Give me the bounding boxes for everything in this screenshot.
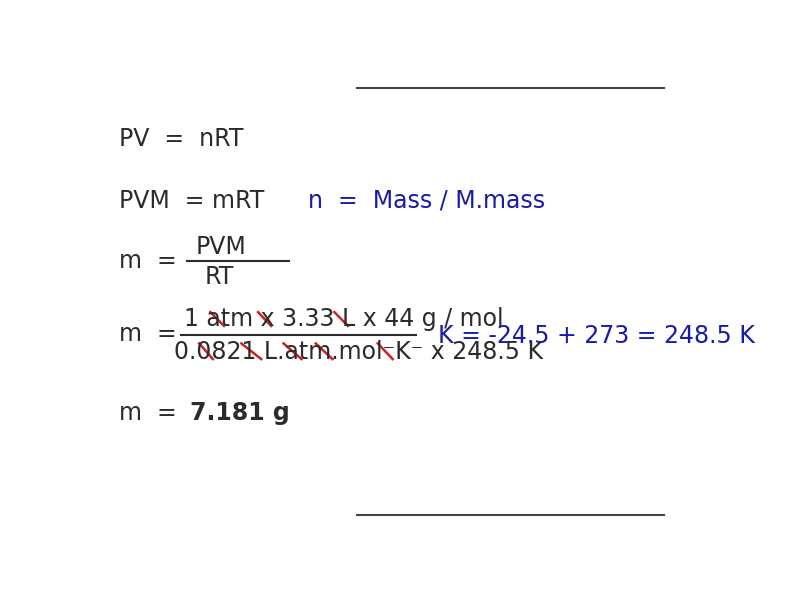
Text: 0.0821 L.atm.mol⁻K⁻ x 248.5 K: 0.0821 L.atm.mol⁻K⁻ x 248.5 K: [174, 340, 543, 364]
Text: PV  =  nRT: PV = nRT: [118, 127, 243, 151]
Text: PVM  = mRT: PVM = mRT: [118, 189, 264, 213]
Text: m  =: m =: [118, 401, 191, 425]
Text: m  =: m =: [118, 322, 176, 346]
Text: m  =: m =: [118, 249, 176, 273]
Text: 1 atm x 3.33 L x 44 g / mol: 1 atm x 3.33 L x 44 g / mol: [184, 307, 503, 331]
Text: RT: RT: [204, 265, 234, 289]
Text: K = -24.5 + 273 = 248.5 K: K = -24.5 + 273 = 248.5 K: [438, 324, 754, 347]
Text: PVM: PVM: [196, 235, 247, 259]
Text: n  =  Mass / M.mass: n = Mass / M.mass: [308, 189, 545, 213]
Text: 7.181 g: 7.181 g: [190, 401, 290, 425]
